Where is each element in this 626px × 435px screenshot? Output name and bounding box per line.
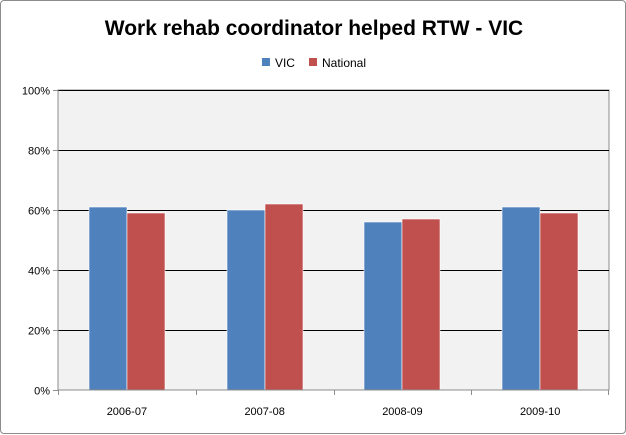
legend-label-vic: VIC [275,56,295,70]
bar-national-2006-07 [126,212,166,391]
x-tick-label: 2009-10 [520,406,560,418]
y-axis-ticks: 0% 20% 40% 60% 80% 100% [22,86,58,398]
x-tick-label: 2007-08 [244,406,284,418]
bar-national-2007-08 [264,203,304,391]
bar-vic-2006-07 [88,206,128,391]
y-tick-label: 60% [28,206,50,218]
legend-label-national: National [322,56,366,70]
y-tick-label: 20% [28,326,50,338]
legend-swatch-vic [261,58,270,66]
bar-vic-2007-08 [226,209,266,391]
y-tick-label: 100% [22,86,50,98]
x-axis-ticks: 2006-07 2007-08 2008-09 2009-10 [58,390,609,418]
bar-national-2009-10 [539,212,579,391]
x-tick-label: 2008-09 [382,406,422,418]
y-tick-label: 40% [28,266,50,278]
legend: VIC National [261,56,366,70]
bar-vic-2009-10 [501,206,541,391]
bar-vic-2008-09 [363,221,403,391]
y-tick-label: 0% [34,386,50,398]
y-tick-label: 80% [28,146,50,158]
bars [88,203,579,391]
x-tick-label: 2006-07 [107,406,147,418]
chart-title: Work rehab coordinator helped RTW - VIC [105,17,523,40]
bar-national-2008-09 [401,218,441,391]
legend-swatch-national [308,58,317,66]
